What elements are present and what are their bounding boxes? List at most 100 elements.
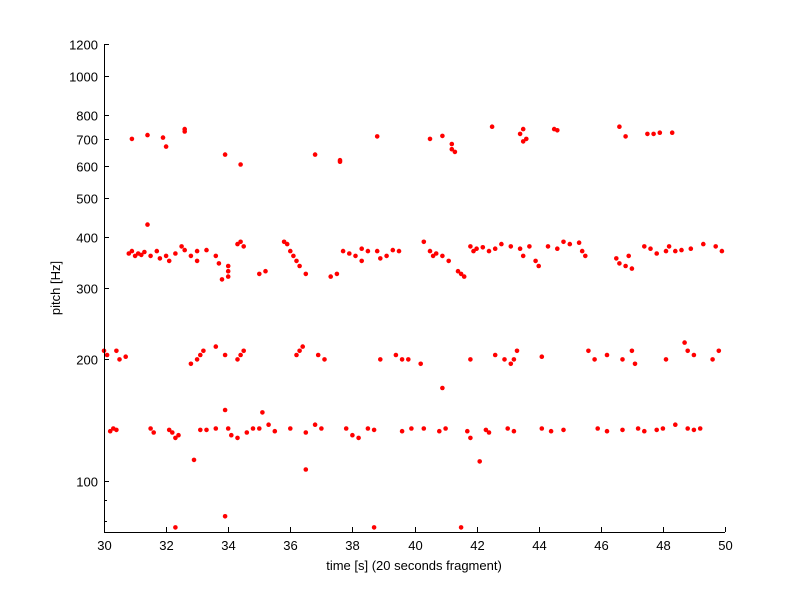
data-point: [219, 277, 225, 282]
data-point: [194, 357, 200, 362]
data-point: [517, 131, 523, 137]
data-point: [225, 274, 231, 279]
data-point: [297, 263, 302, 269]
data-point: [440, 133, 445, 139]
data-point: [222, 152, 228, 157]
data-point: [129, 248, 135, 254]
data-point: [163, 144, 169, 149]
data-point: [288, 248, 293, 254]
data-point: [204, 427, 209, 433]
data-point: [604, 428, 610, 434]
data-point: [284, 241, 290, 247]
data-point: [294, 352, 299, 358]
data-point: [163, 253, 169, 259]
data-point: [114, 348, 119, 354]
data-point: [198, 427, 203, 433]
data-point: [176, 432, 181, 438]
data-point: [427, 136, 433, 142]
data-point: [586, 348, 591, 354]
y-axis-label: pitch [Hz]: [48, 261, 63, 315]
data-point: [216, 261, 222, 266]
data-point: [461, 274, 467, 279]
y-tick-label: 1200: [69, 38, 98, 53]
data-point: [592, 357, 597, 362]
data-point: [561, 427, 566, 433]
data-point: [663, 248, 669, 254]
data-point: [148, 253, 153, 259]
x-tick-label: 44: [532, 538, 546, 553]
data-point: [334, 271, 340, 277]
data-point: [583, 253, 588, 259]
data-point: [561, 239, 566, 245]
data-point: [319, 426, 324, 431]
data-point: [148, 426, 153, 431]
data-point: [182, 126, 187, 132]
data-point: [225, 426, 231, 431]
data-point: [430, 253, 436, 259]
data-point: [244, 430, 250, 435]
data-point: [623, 134, 628, 139]
data-point: [505, 426, 511, 431]
data-point: [468, 435, 473, 441]
data-point: [545, 244, 551, 249]
data-point: [520, 126, 526, 132]
data-point: [347, 251, 352, 256]
data-point: [222, 514, 228, 519]
data-point: [343, 426, 349, 431]
data-point: [657, 130, 663, 135]
data-point: [492, 352, 498, 358]
data-point: [303, 430, 309, 435]
data-point: [235, 435, 240, 441]
data-point: [235, 357, 240, 362]
data-point: [654, 251, 659, 256]
data-point: [213, 253, 219, 259]
data-point: [576, 240, 582, 245]
data-point: [359, 258, 365, 264]
x-tick-label: 36: [283, 538, 297, 553]
data-point: [645, 131, 650, 137]
data-point: [257, 426, 262, 431]
data-point: [250, 426, 256, 431]
data-point: [666, 244, 672, 249]
data-point: [458, 525, 464, 530]
data-point: [620, 427, 625, 433]
data-point: [204, 247, 209, 253]
data-point: [465, 428, 470, 434]
data-point: [474, 246, 479, 251]
x-tick-label: 30: [97, 538, 111, 553]
data-point: [614, 256, 619, 261]
data-point: [157, 256, 163, 261]
data-point: [688, 246, 694, 251]
data-point: [524, 136, 529, 142]
data-point: [117, 357, 122, 362]
data-point: [508, 244, 514, 249]
data-point: [384, 253, 389, 259]
y-tick-label: 600: [76, 160, 98, 175]
data-point: [673, 248, 678, 254]
x-tick-label: 42: [470, 538, 484, 553]
data-point: [567, 241, 573, 247]
data-point: [511, 357, 517, 362]
data-point: [229, 432, 234, 438]
data-point: [328, 274, 334, 279]
data-point: [222, 352, 228, 358]
data-point: [617, 261, 622, 266]
data-point: [238, 239, 243, 245]
data-point: [555, 128, 560, 133]
data-point: [266, 422, 271, 428]
x-tick-label: 34: [221, 538, 235, 553]
data-point: [213, 344, 219, 349]
y-tick-label: 800: [76, 109, 98, 124]
data-point: [629, 348, 635, 354]
data-point: [151, 430, 156, 435]
data-point: [595, 426, 600, 431]
data-point: [356, 435, 361, 441]
data-point: [396, 248, 402, 254]
y-tick-label: 700: [76, 133, 98, 148]
data-point: [629, 266, 635, 271]
data-point: [238, 352, 243, 358]
data-point: [300, 344, 306, 349]
data-point: [114, 427, 119, 433]
data-point: [477, 459, 483, 464]
